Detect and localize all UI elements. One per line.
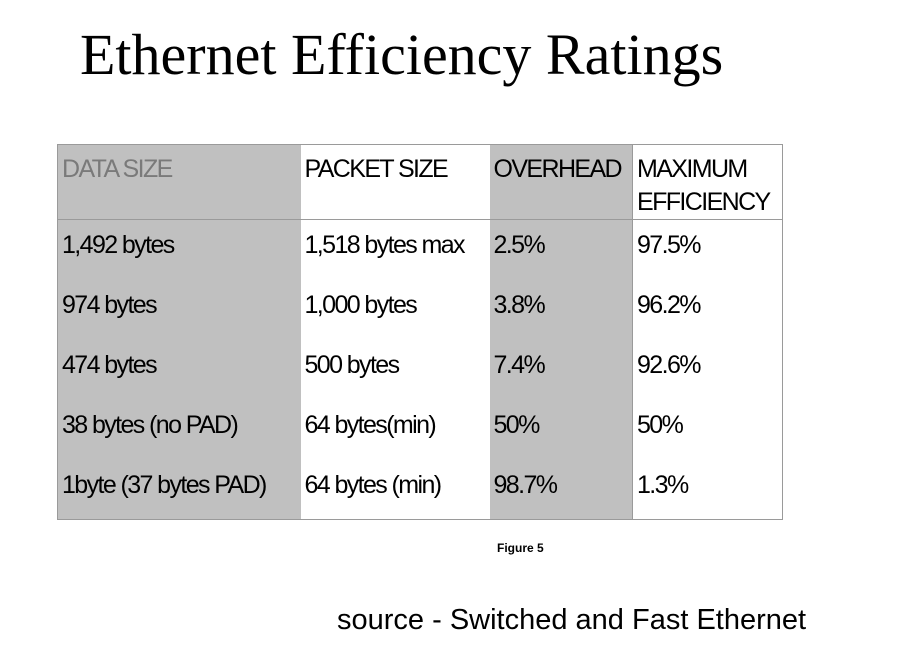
cell-max-efficiency: 1.3%	[632, 459, 783, 520]
figure-caption: Figure 5	[497, 541, 544, 555]
source-credit: source - Switched and Fast Ethernet	[337, 604, 807, 636]
cell-data-size: 38 bytes (no PAD)	[57, 399, 301, 460]
table-row: 38 bytes (no PAD) 64 bytes(min) 50% 50%	[57, 399, 783, 460]
header-maximum-efficiency: MAXIMUM EFFICIENCY	[632, 144, 783, 220]
cell-max-efficiency: 92.6%	[632, 339, 783, 400]
header-packet-size: PACKET SIZE	[300, 144, 490, 220]
cell-overhead: 7.4%	[489, 339, 633, 400]
cell-overhead: 98.7%	[489, 459, 633, 520]
page-title: Ethernet Efficiency Ratings	[80, 22, 724, 87]
cell-data-size: 1byte (37 bytes PAD)	[57, 459, 301, 520]
cell-max-efficiency: 50%	[632, 399, 783, 460]
cell-packet-size: 1,518 bytes max	[300, 219, 490, 280]
cell-data-size: 974 bytes	[57, 279, 301, 340]
header-data-size: DATA SIZE	[57, 144, 301, 220]
table-row: 474 bytes 500 bytes 7.4% 92.6%	[57, 339, 783, 400]
table-row: 1,492 bytes 1,518 bytes max 2.5% 97.5%	[57, 219, 783, 280]
table-row: 974 bytes 1,000 bytes 3.8% 96.2%	[57, 279, 783, 340]
cell-packet-size: 500 bytes	[300, 339, 490, 400]
cell-packet-size: 1,000 bytes	[300, 279, 490, 340]
cell-packet-size: 64 bytes(min)	[300, 399, 490, 460]
efficiency-table: DATA SIZE PACKET SIZE OVERHEAD MAXIMUM E…	[57, 144, 783, 520]
header-overhead: OVERHEAD	[489, 144, 633, 220]
cell-max-efficiency: 96.2%	[632, 279, 783, 340]
cell-overhead: 2.5%	[489, 219, 633, 280]
table-header-row: DATA SIZE PACKET SIZE OVERHEAD MAXIMUM E…	[57, 144, 783, 220]
cell-max-efficiency: 97.5%	[632, 219, 783, 280]
cell-overhead: 50%	[489, 399, 633, 460]
cell-packet-size: 64 bytes (min)	[300, 459, 490, 520]
table-row: 1byte (37 bytes PAD) 64 bytes (min) 98.7…	[57, 459, 783, 520]
cell-data-size: 1,492 bytes	[57, 219, 301, 280]
cell-overhead: 3.8%	[489, 279, 633, 340]
cell-data-size: 474 bytes	[57, 339, 301, 400]
